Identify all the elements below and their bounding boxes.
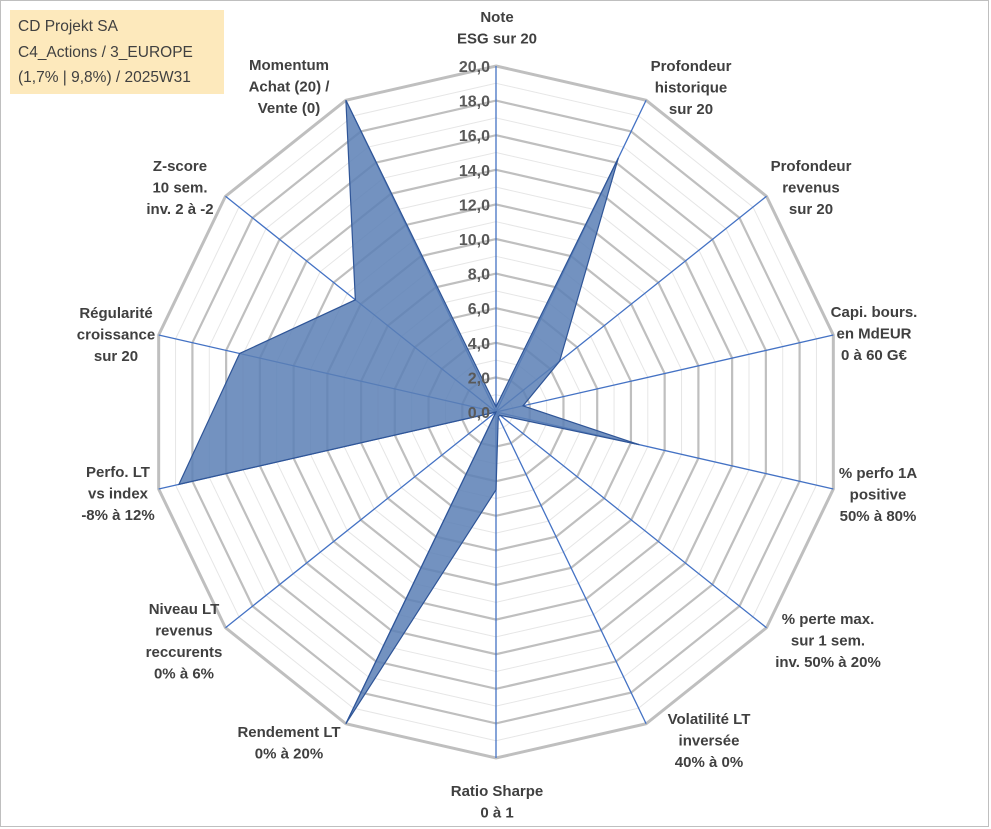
category-label: Capi. bours. en MdEUR 0 à 60 G€ xyxy=(831,304,918,364)
tick-label: 2,0 xyxy=(468,370,490,387)
category-label-line: Volatilité LT xyxy=(668,711,751,728)
category-label-line: croissance xyxy=(77,327,155,344)
category-label: Profondeur revenus sur 20 xyxy=(771,158,852,218)
category-label: Perfo. LT vs index -8% à 12% xyxy=(81,464,154,524)
tick-label: 6,0 xyxy=(468,301,490,318)
category-label-line: vs index xyxy=(88,486,149,503)
category-label-line: Ratio Sharpe xyxy=(451,783,544,800)
category-label: Niveau LT revenus reccurents 0% à 6% xyxy=(146,601,223,683)
category-label-line: Rendement LT xyxy=(237,724,340,741)
chart-title-box: CD Projekt SA C4_Actions / 3_EUROPE (1,7… xyxy=(10,10,224,94)
tick-label: 20,0 xyxy=(459,59,490,76)
category-label-line: revenus xyxy=(155,623,213,640)
category-label-line: -8% à 12% xyxy=(81,507,154,524)
category-label-line: Régularité xyxy=(79,305,152,322)
category-label: Momentum Achat (20) / Vente (0) xyxy=(249,57,331,117)
tick-label: 4,0 xyxy=(468,336,490,353)
tick-label: 8,0 xyxy=(468,267,490,284)
category-label-line: inv. 50% à 20% xyxy=(775,654,881,671)
category-label-line: Capi. bours. xyxy=(831,304,918,321)
category-label-line: sur 20 xyxy=(94,348,138,365)
radar-axis-line xyxy=(495,411,647,725)
category-label-line: 0 à 1 xyxy=(480,805,513,822)
category-label: Volatilité LT inversée 40% à 0% xyxy=(668,711,751,771)
radar-series xyxy=(177,100,640,725)
category-label-line: Achat (20) / xyxy=(249,79,331,96)
category-label-line: revenus xyxy=(782,180,840,197)
category-label-line: historique xyxy=(655,80,728,97)
category-label-line: % perfo 1A xyxy=(839,465,918,482)
category-label: Régularité croissance sur 20 xyxy=(77,305,155,365)
category-label: Note ESG sur 20 xyxy=(457,9,537,48)
category-label-line: Vente (0) xyxy=(258,100,321,117)
category-label-line: 0 à 60 G€ xyxy=(841,347,908,364)
tick-label: 12,0 xyxy=(459,197,490,214)
category-label-line: Momentum xyxy=(249,57,329,74)
category-label-line: ESG sur 20 xyxy=(457,31,537,48)
category-label-line: 0% à 6% xyxy=(154,666,214,683)
category-label-line: Z-score xyxy=(153,158,207,175)
chart-title-company: CD Projekt SA xyxy=(18,18,118,35)
category-label-line: Profondeur xyxy=(651,58,732,75)
category-label-line: sur 1 sem. xyxy=(791,633,865,650)
chart-title-category: C4_Actions / 3_EUROPE xyxy=(18,43,193,61)
category-label: Ratio Sharpe 0 à 1 xyxy=(451,783,544,822)
category-label-line: en MdEUR xyxy=(837,326,912,343)
radar-axis-line xyxy=(495,411,767,629)
tick-label: 14,0 xyxy=(459,163,490,180)
category-label-line: sur 20 xyxy=(669,101,713,118)
category-label: Rendement LT 0% à 20% xyxy=(237,724,340,763)
category-label-line: Profondeur xyxy=(771,158,852,175)
category-label: Z-score 10 sem. inv. 2 à -2 xyxy=(146,158,213,218)
radar-tick-labels: 0,0 2,0 4,0 6,0 8,0 10,0 12,0 14,0 16,0 18,0 20,0 xyxy=(459,59,490,422)
category-label-line: Note xyxy=(480,9,513,26)
radar-axis-line xyxy=(495,334,834,413)
tick-label: 16,0 xyxy=(459,128,490,145)
tick-label: 18,0 xyxy=(459,94,490,111)
category-label-line: positive xyxy=(850,487,907,504)
category-label-line: Perfo. LT xyxy=(86,464,150,481)
category-label: Profondeur historique sur 20 xyxy=(651,58,732,118)
tick-label: 10,0 xyxy=(459,232,490,249)
category-label-line: inv. 2 à -2 xyxy=(146,201,213,218)
category-label-line: % perte max. xyxy=(782,611,875,628)
series-area xyxy=(177,100,640,725)
category-label-line: Niveau LT xyxy=(149,601,220,618)
category-label: % perte max. sur 1 sem. inv. 50% à 20% xyxy=(775,611,881,671)
category-label-line: reccurents xyxy=(146,644,223,661)
radar-category-labels: Note ESG sur 20 Profondeur historique sur 20… xyxy=(77,9,918,822)
category-label-line: inversée xyxy=(679,733,740,750)
radar-axis-line xyxy=(225,411,497,629)
category-label-line: 40% à 0% xyxy=(675,754,743,771)
tick-label: 0,0 xyxy=(468,405,490,422)
category-label: % perfo 1A positive 50% à 80% xyxy=(839,465,918,525)
category-label-line: sur 20 xyxy=(789,201,833,218)
category-label-line: 50% à 80% xyxy=(840,508,917,525)
category-label-line: 0% à 20% xyxy=(255,746,323,763)
category-label-line: 10 sem. xyxy=(152,180,207,197)
chart-title-period: (1,7% | 9,8%) / 2025W31 xyxy=(18,69,191,86)
